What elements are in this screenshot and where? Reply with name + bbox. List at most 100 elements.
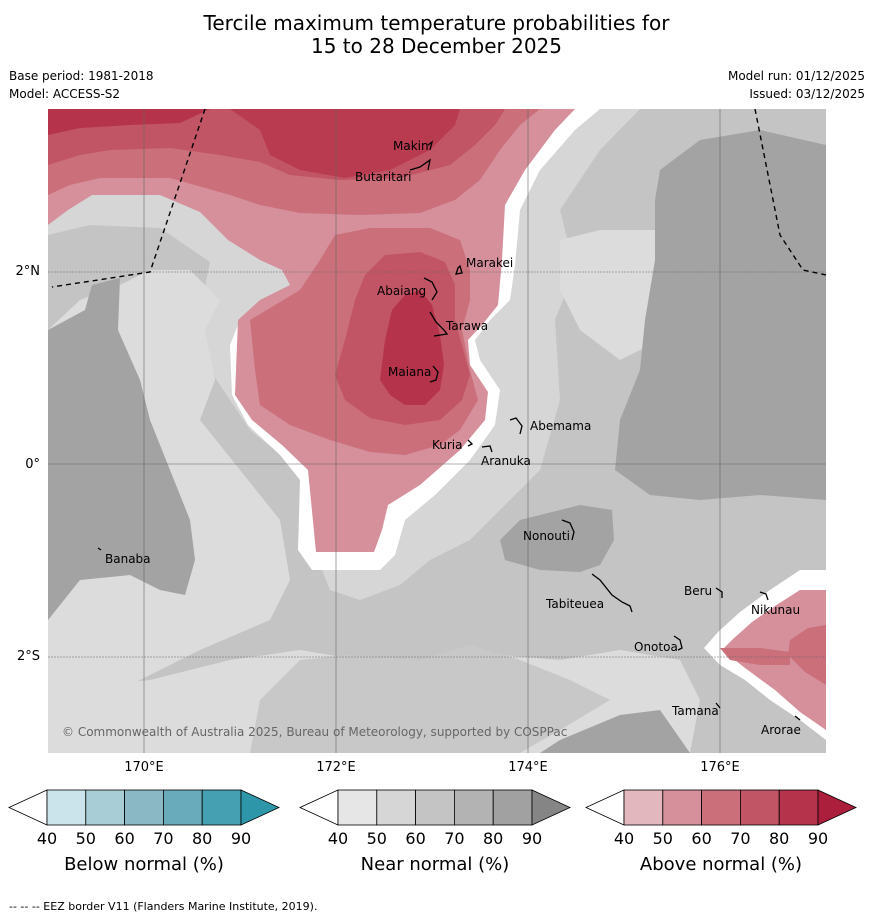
island-aranuka-icon — [481, 445, 493, 453]
colorbar-segment — [662, 789, 702, 826]
place-label: Nikunau — [751, 603, 801, 617]
place-label: Nonouti — [523, 529, 570, 543]
colorbar-segment — [162, 789, 203, 826]
colorbar-tick-label: 50 — [652, 829, 673, 848]
island-tabiteuea-icon — [591, 573, 633, 613]
lat-label-2n: 2°N — [15, 264, 41, 279]
island-tamana-icon — [715, 702, 721, 709]
lon-label-170: 170°E — [124, 760, 164, 775]
colorbar-segment — [124, 789, 164, 826]
above-normal-80-central — [380, 290, 444, 405]
colorbar-extend-low — [8, 789, 48, 826]
colorbar-tick-label: 80 — [769, 829, 790, 848]
lon-label-174: 174°E — [508, 760, 548, 775]
colorbar-extend-high — [240, 789, 280, 826]
colorbar-segment — [623, 789, 664, 826]
colorbar-segment — [453, 789, 494, 826]
island-butaritari-icon — [409, 158, 431, 171]
lat-label-2s: 2°S — [16, 649, 40, 664]
place-label: Makin — [393, 139, 429, 153]
title-line-2: 15 to 28 December 2025 — [310, 34, 562, 58]
colorbar-tick-label: 60 — [405, 829, 426, 848]
place-label: Beru — [684, 584, 713, 598]
footer-note: -- -- -- EEZ border V11 (Flanders Marine… — [9, 900, 318, 913]
colorbar-segment — [46, 789, 87, 826]
lat-label-0: 0° — [25, 457, 40, 472]
colorbar-segment — [337, 789, 378, 826]
island-tarawa-icon — [429, 311, 449, 337]
colorbar-tick-label: 90 — [521, 829, 543, 848]
island-outlines — [97, 140, 801, 721]
map-grid — [48, 109, 826, 753]
colorbar-tick-label: 70 — [444, 829, 465, 848]
colorbars — [8, 789, 857, 826]
colorbar-tick-label: 80 — [192, 829, 213, 848]
colorbar-segment — [492, 789, 533, 826]
above-normal-80-region — [48, 109, 210, 135]
place-label: Aranuka — [481, 454, 531, 468]
colorbar-tick-label: 50 — [75, 829, 96, 848]
island-marakei-icon — [455, 264, 463, 275]
place-label: Tarawa — [446, 319, 489, 333]
colorbar-tick-label: 40 — [327, 829, 349, 848]
near-normal-80-south — [540, 710, 690, 753]
model-run: Model run: 01/12/2025 — [727, 69, 865, 83]
island-makin-icon — [427, 140, 434, 151]
colorbar-tick-label: 70 — [730, 829, 751, 848]
colorbar-tick-label: 40 — [613, 829, 635, 848]
place-label: Butaritari — [355, 170, 412, 184]
place-label: Onotoa — [634, 640, 678, 654]
eez-border — [51, 109, 826, 288]
probability-map — [48, 109, 826, 753]
title-line-1: Tercile maximum temperature probabilitie… — [203, 11, 670, 35]
eez-border-east — [754, 109, 826, 276]
colorbar-tick-label: 60 — [114, 829, 135, 848]
island-banaba-icon — [97, 547, 102, 551]
place-label: Abaiang — [377, 284, 427, 298]
place-label: Abemama — [530, 419, 592, 433]
place-label: Banaba — [105, 552, 151, 566]
island-nonouti-icon — [561, 519, 575, 541]
colorbar-segment — [415, 789, 455, 826]
colorbar-title-above: Above normal (%) — [639, 854, 803, 875]
island-abemama-icon — [509, 417, 523, 435]
colorbar-segment — [740, 789, 780, 826]
colorbar-near-normal — [299, 789, 571, 826]
colorbar-tick-label: 90 — [230, 829, 252, 848]
island-onotoa-icon — [673, 635, 683, 651]
colorbar-segment — [778, 789, 819, 826]
lon-label-176: 176°E — [700, 760, 740, 775]
colorbar-extend-low — [299, 789, 339, 826]
place-label: Marakei — [466, 256, 514, 270]
colorbar-extend-high — [531, 789, 571, 826]
meta-right: Model run: 01/12/2025 Issued: 03/12/2025 — [728, 67, 865, 103]
colorbar-extend-low — [585, 789, 625, 826]
colorbar-above-normal — [585, 789, 857, 826]
island-nikunau-icon — [759, 591, 769, 601]
eez-border-west — [51, 109, 206, 288]
above-normal-60-southeast-strip — [720, 648, 790, 665]
above-normal-60-southeast — [788, 625, 826, 685]
lon-label-172: 172°E — [316, 760, 356, 775]
base-period: Base period: 1981-2018 — [9, 69, 154, 83]
place-label: Tabiteuea — [546, 597, 605, 611]
colorbar-segment — [85, 789, 126, 826]
island-beru-icon — [715, 587, 723, 598]
colorbar-below-normal — [8, 789, 280, 826]
colorbar-title-below: Below normal (%) — [64, 854, 224, 875]
place-label: Maiana — [388, 365, 432, 379]
near-normal-80-east — [615, 130, 826, 500]
island-arorae-icon — [794, 715, 801, 721]
place-label: Tamana — [672, 704, 719, 718]
colorbar-segment — [201, 789, 242, 826]
chart-title: Tercile maximum temperature probabilitie… — [0, 12, 873, 58]
colorbar-title-near: Near normal (%) — [360, 854, 510, 875]
place-label: Kuria — [432, 438, 463, 452]
island-abaiang-icon — [423, 277, 438, 301]
colorbar-tick-label: 50 — [366, 829, 387, 848]
place-label: Arorae — [761, 723, 801, 737]
model-name: Model: ACCESS-S2 — [9, 87, 121, 101]
colorbar-tick-label: 70 — [153, 829, 174, 848]
island-kuria-icon — [467, 439, 474, 447]
colorbar-segment — [701, 789, 741, 826]
